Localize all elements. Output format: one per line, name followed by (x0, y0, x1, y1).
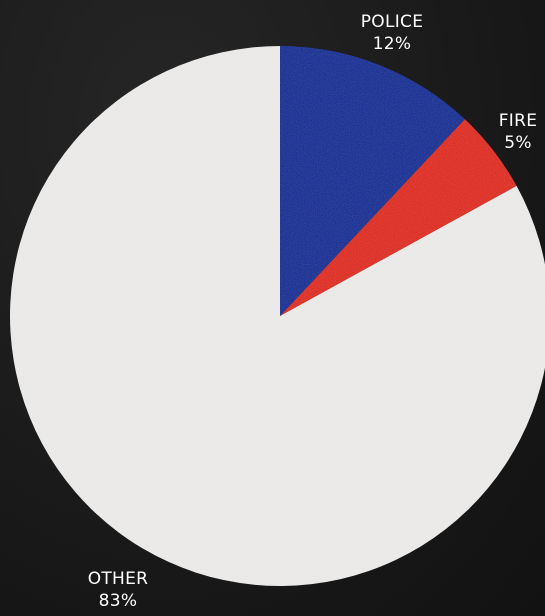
pie-slice-other (9, 46, 545, 586)
slice-value-other: 83% (99, 591, 138, 611)
slice-label-other: OTHER (88, 569, 149, 589)
slice-value-police: 12% (373, 34, 412, 54)
slice-label-fire: FIRE (499, 111, 538, 131)
slice-value-fire: 5% (504, 133, 532, 153)
pie-slice-fire (280, 119, 517, 317)
slice-label-police: POLICE (361, 12, 424, 32)
pie-slice-police (280, 46, 465, 316)
